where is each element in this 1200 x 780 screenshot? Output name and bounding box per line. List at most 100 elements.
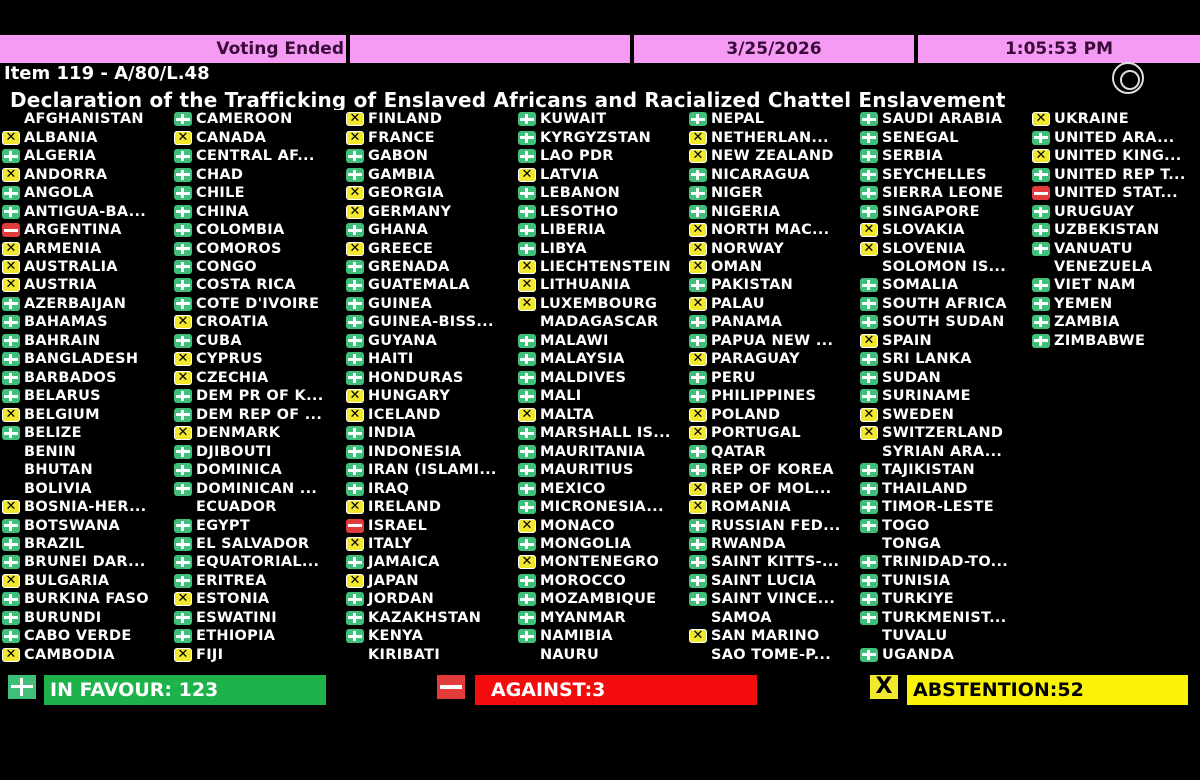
country-row: MALI (518, 387, 690, 405)
country-name: PAKISTAN (711, 277, 794, 294)
country-row: NORTH MAC... (689, 221, 861, 239)
country-name: SAINT LUCIA (711, 572, 817, 589)
plus-icon (1032, 204, 1050, 219)
country-name: BELARUS (24, 388, 101, 405)
plus-icon (2, 426, 20, 441)
country-row: AUSTRIA (2, 276, 174, 294)
country-name: BAHAMAS (24, 314, 108, 331)
country-row: PORTUGAL (689, 424, 861, 442)
country-row: ROMANIA (689, 498, 861, 516)
country-row: AUSTRALIA (2, 258, 174, 276)
country-row: SERBIA (860, 147, 1032, 165)
country-name: DOMINICA (196, 462, 282, 479)
country-name: NICARAGUA (711, 166, 810, 183)
country-row: SEYCHELLES (860, 165, 1032, 183)
country-name: NETHERLAN... (711, 129, 829, 146)
country-name: ALGERIA (24, 148, 97, 165)
plus-icon (346, 223, 364, 238)
plus-icon (346, 259, 364, 274)
country-name: REP OF MOL... (711, 480, 832, 497)
country-row: LATVIA (518, 165, 690, 183)
country-name: MONACO (540, 517, 615, 534)
country-row: ANGOLA (2, 184, 174, 202)
plus-icon (346, 481, 364, 496)
country-name: SERBIA (882, 148, 943, 165)
country-row: SLOVAKIA (860, 221, 1032, 239)
country-row: ANDORRA (2, 165, 174, 183)
country-name: MALI (540, 388, 582, 405)
plus-icon (174, 444, 192, 459)
country-name: MOZAMBIQUE (540, 591, 657, 608)
country-row: BURKINA FASO (2, 590, 174, 608)
country-name: BHUTAN (24, 462, 93, 479)
country-row: UGANDA (860, 646, 1032, 664)
x-icon (346, 112, 364, 127)
country-name: BOTSWANA (24, 517, 121, 534)
country-row: BULGARIA (2, 572, 174, 590)
country-name: HUNGARY (368, 388, 451, 405)
x-icon (1032, 149, 1050, 164)
country-row: BELGIUM (2, 406, 174, 424)
country-row: BAHAMAS (2, 313, 174, 331)
plus-icon (860, 204, 878, 219)
plus-icon (346, 278, 364, 293)
country-name: AUSTRALIA (24, 258, 118, 275)
plus-icon (174, 296, 192, 311)
no-vote-blank-icon (860, 445, 878, 459)
country-name: SLOVENIA (882, 240, 966, 257)
country-row: SWEDEN (860, 406, 1032, 424)
plus-icon (860, 555, 878, 570)
country-row: LUXEMBOURG (518, 295, 690, 313)
x-icon (518, 518, 536, 533)
country-row: NIGER (689, 184, 861, 202)
x-icon (860, 241, 878, 256)
plus-icon (2, 610, 20, 625)
plus-icon (689, 204, 707, 219)
country-name: HONDURAS (368, 369, 464, 386)
country-row: DOMINICAN ... (174, 479, 346, 497)
country-row: PALAU (689, 295, 861, 313)
country-name: IRELAND (368, 499, 442, 516)
country-name: GABON (368, 148, 429, 165)
plus-icon (518, 352, 536, 367)
country-row: ETHIOPIA (174, 627, 346, 645)
country-row: MALTA (518, 406, 690, 424)
country-row: OMAN (689, 258, 861, 276)
x-icon (518, 407, 536, 422)
plus-icon (2, 518, 20, 533)
country-row: SENEGAL (860, 128, 1032, 146)
country-row: HAITI (346, 350, 518, 368)
country-name: CUBA (196, 332, 242, 349)
plus-icon (860, 186, 878, 201)
country-row: GUATEMALA (346, 276, 518, 294)
country-row: GERMANY (346, 202, 518, 220)
plus-icon (689, 333, 707, 348)
country-row: CHILE (174, 184, 346, 202)
country-name: GUINEA (368, 295, 433, 312)
country-row: ICELAND (346, 406, 518, 424)
country-row: HONDURAS (346, 369, 518, 387)
country-name: KENYA (368, 628, 424, 645)
country-name: PANAMA (711, 314, 783, 331)
plus-icon (1032, 296, 1050, 311)
country-name: QATAR (711, 443, 767, 460)
country-row: JAMAICA (346, 553, 518, 571)
plus-icon (346, 629, 364, 644)
plus-icon (518, 481, 536, 496)
plus-icon (1032, 278, 1050, 293)
country-name: BURUNDI (24, 609, 102, 626)
plus-icon (860, 370, 878, 385)
country-name: LUXEMBOURG (540, 295, 658, 312)
country-name: LITHUANIA (540, 277, 631, 294)
x-icon (860, 223, 878, 238)
plus-icon (174, 204, 192, 219)
no-vote-blank-icon (1032, 260, 1050, 274)
country-name: BOSNIA-HER... (24, 499, 147, 516)
country-row: JORDAN (346, 590, 518, 608)
country-row: PERU (689, 369, 861, 387)
plus-icon (346, 333, 364, 348)
plus-icon (2, 315, 20, 330)
country-name: JAMAICA (368, 554, 440, 571)
country-name: TIMOR-LESTE (882, 499, 994, 516)
country-row: REP OF MOL... (689, 479, 861, 497)
